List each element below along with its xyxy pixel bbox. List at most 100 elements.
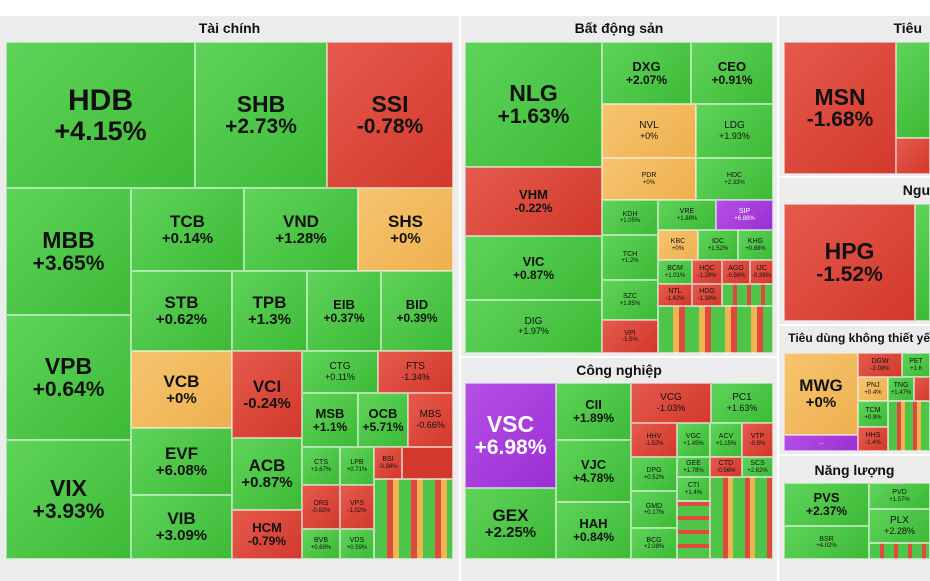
tile-IDC[interactable]: IDC +1.52% <box>698 230 738 260</box>
tile-HAH[interactable]: HAH +0.84% <box>556 502 631 559</box>
small-tiles-cluster[interactable] <box>658 306 773 353</box>
tile-TPB[interactable]: TPB +1.3% <box>232 271 307 351</box>
tile-VRE[interactable]: VRE +1.88% <box>658 200 716 230</box>
tile-BID[interactable]: BID +0.39% <box>381 271 453 351</box>
tile-CTG[interactable]: CTG +0.11% <box>302 351 378 393</box>
tile-CTI[interactable]: CTI +1.4% <box>677 477 710 501</box>
tile-SCS[interactable]: SCS +2.62% <box>742 457 773 477</box>
tile-BCM[interactable]: BCM +1.01% <box>658 260 692 284</box>
tile-materials-2[interactable] <box>915 204 930 321</box>
tile-staples-3[interactable] <box>896 138 930 174</box>
tile-GEX[interactable]: GEX +2.25% <box>465 488 556 559</box>
tile-PVD[interactable]: PVD +1.57% <box>869 483 930 509</box>
tile-PNJ[interactable]: PNJ +0.4% <box>858 377 888 401</box>
tile-discretionary-edge[interactable] <box>914 377 930 401</box>
tile-VPS[interactable]: VPS -1.02% <box>340 485 374 529</box>
tile-EIB[interactable]: EIB +0.37% <box>307 271 381 351</box>
tile-AGG[interactable]: AGG -0.56% <box>722 260 750 284</box>
tile-VIC[interactable]: VIC +0.87% <box>465 236 602 300</box>
small-tiles-cluster[interactable] <box>677 501 710 559</box>
tile-VDS[interactable]: VDS +0.59% <box>340 529 374 559</box>
tile-SHS[interactable]: SHS +0% <box>358 188 453 271</box>
tile-NVL[interactable]: NVL +0% <box>602 104 696 158</box>
tile-HQC[interactable]: HQC -1.28% <box>692 260 722 284</box>
tile-HHV[interactable]: HHV -1.52% <box>631 423 677 457</box>
small-tiles-cluster[interactable] <box>710 477 773 559</box>
small-tiles-cluster[interactable] <box>722 284 773 306</box>
tile-TCM[interactable]: TCM +0.9% <box>858 401 888 427</box>
tile-NLG[interactable]: NLG +1.63% <box>465 42 602 167</box>
tile-STB[interactable]: STB +0.62% <box>131 271 232 351</box>
tile-VPB[interactable]: VPB +0.64% <box>6 315 131 440</box>
tile-VCG[interactable]: VCG -1.03% <box>631 383 711 423</box>
tile-VCB[interactable]: VCB +0% <box>131 351 232 428</box>
tile-SZC[interactable]: SZC +1.85% <box>602 280 658 320</box>
tile-VHM[interactable]: VHM -0.22% <box>465 167 602 236</box>
tile-ACV[interactable]: ACV +1.15% <box>710 423 742 457</box>
tile-MSN[interactable]: MSN -1.68% <box>784 42 896 174</box>
tile-SIP[interactable]: SIP +6.88% <box>716 200 773 230</box>
tile-KHG[interactable]: KHG +0.88% <box>738 230 773 260</box>
tile-KDH[interactable]: KDH +1.05% <box>602 200 658 235</box>
tile-ACB[interactable]: ACB +0.87% <box>232 438 302 510</box>
tile-VCI[interactable]: VCI -0.24% <box>232 351 302 438</box>
tile-VJC[interactable]: VJC +4.78% <box>556 440 631 502</box>
small-tiles-cluster[interactable] <box>374 479 453 559</box>
tile-SSI[interactable]: SSI -0.78% <box>327 42 453 188</box>
tile-PDR[interactable]: PDR +0% <box>602 158 696 200</box>
tile-VPI[interactable]: VPI -1.5% <box>602 320 658 353</box>
tile-PC1[interactable]: PC1 +1.63% <box>711 383 773 423</box>
tile-VIB[interactable]: VIB +3.09% <box>131 495 232 559</box>
tile-EVF[interactable]: EVF +6.08% <box>131 428 232 495</box>
tile-NTL[interactable]: NTL -1.42% <box>658 284 692 306</box>
tile-KBC[interactable]: KBC +0% <box>658 230 698 260</box>
tile-MBB[interactable]: MBB +3.65% <box>6 188 131 315</box>
tile-FTS[interactable]: FTS -1.34% <box>378 351 453 393</box>
tile-LPB[interactable]: LPB +0.71% <box>340 447 374 485</box>
tile-DPG[interactable]: DPG +0.52% <box>631 457 677 491</box>
tile-BCG[interactable]: BCG +2.08% <box>631 528 677 559</box>
tile-VIX[interactable]: VIX +3.93% <box>6 440 131 559</box>
tile-DGW[interactable]: DGW -2.08% <box>858 353 902 377</box>
tile-TNG[interactable]: TNG +1.47% <box>888 377 914 401</box>
small-tiles-cluster[interactable] <box>402 447 453 479</box>
tile-BVB[interactable]: BVB +0.69% <box>302 529 340 559</box>
tile-PET[interactable]: PET +1.6 <box>902 353 930 377</box>
tile-PLX[interactable]: PLX +2.28% <box>869 509 930 543</box>
tile-MSB[interactable]: MSB +1.1% <box>302 393 358 447</box>
tile-OCB[interactable]: OCB +5.71% <box>358 393 408 447</box>
tile-GEE[interactable]: GEE +1.78% <box>677 457 710 477</box>
tile-TCH[interactable]: TCH +1.2% <box>602 235 658 280</box>
tile-VGC[interactable]: VGC +1.45% <box>677 423 710 457</box>
tile-CII[interactable]: CII +1.89% <box>556 383 631 440</box>
tile-discretionary-more[interactable]: ... <box>784 435 858 451</box>
tile-GMD[interactable]: GMD +0.17% <box>631 491 677 528</box>
tile-TCB[interactable]: TCB +0.14% <box>131 188 244 271</box>
tile-HPG[interactable]: HPG -1.52% <box>784 204 915 321</box>
tile-CTD[interactable]: CTD -0.56% <box>710 457 742 477</box>
tile-SHB[interactable]: SHB +2.73% <box>195 42 327 188</box>
tile-ORS[interactable]: ORS -0.92% <box>302 485 340 529</box>
tile-MBS[interactable]: MBS -0.66% <box>408 393 453 447</box>
tile-HCM[interactable]: HCM -0.79% <box>232 510 302 559</box>
tile-BSI[interactable]: BSI -0.98% <box>374 447 402 479</box>
tile-DXG[interactable]: DXG +2.07% <box>602 42 691 104</box>
tile-HDG[interactable]: HDG -1.38% <box>692 284 722 306</box>
tile-VSC[interactable]: VSC +6.98% <box>465 383 556 488</box>
tile-DIG[interactable]: DIG +1.97% <box>465 300 602 353</box>
small-tiles-cluster[interactable] <box>869 543 930 559</box>
tile-CEO[interactable]: CEO +0.91% <box>691 42 773 104</box>
tile-VTP[interactable]: VTP -0.5% <box>742 423 773 457</box>
tile-MWG[interactable]: MWG +0% <box>784 353 858 435</box>
tile-HDC[interactable]: HDC +2.33% <box>696 158 773 200</box>
tile-HDB[interactable]: HDB +4.15% <box>6 42 195 188</box>
tile-PVS[interactable]: PVS +2.37% <box>784 483 869 526</box>
tile-LDG[interactable]: LDG +1.93% <box>696 104 773 158</box>
tile-VND[interactable]: VND +1.28% <box>244 188 358 271</box>
tile-BSR[interactable]: BSR +4.02% <box>784 526 869 559</box>
tile-IJC[interactable]: IJC -0.36% <box>750 260 773 284</box>
small-tiles-cluster[interactable] <box>888 401 930 451</box>
tile-CTS[interactable]: CTS +3.67% <box>302 447 340 485</box>
tile-HHS[interactable]: HHS -1.4% <box>858 427 888 451</box>
tile-staples-2[interactable] <box>896 42 930 138</box>
